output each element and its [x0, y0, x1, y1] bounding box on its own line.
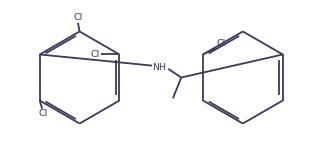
- Text: Cl: Cl: [74, 13, 83, 22]
- Text: NH: NH: [152, 63, 166, 72]
- Text: Cl: Cl: [91, 50, 100, 59]
- Text: Cl: Cl: [217, 39, 226, 48]
- Text: Cl: Cl: [38, 109, 47, 118]
